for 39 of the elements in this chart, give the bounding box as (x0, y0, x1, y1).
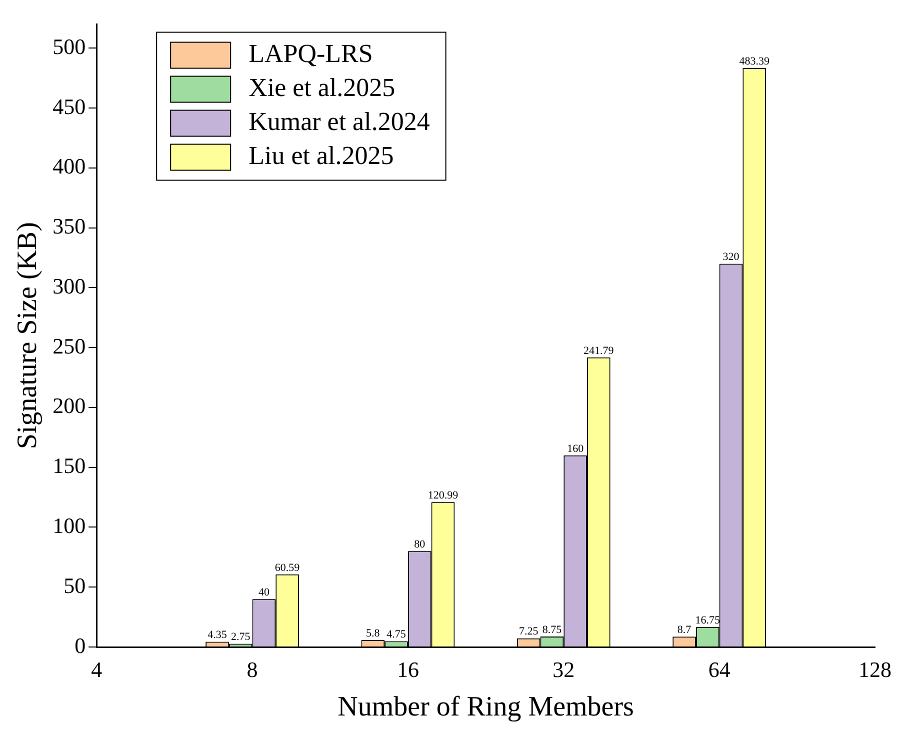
x-tick-label: 64 (708, 656, 730, 682)
data-label: 2.75 (230, 631, 251, 644)
data-label: 320 (722, 251, 740, 264)
y-tick-label: 150 (52, 453, 86, 478)
x-tick-label: 128 (858, 656, 892, 682)
data-label: 5.8 (366, 627, 380, 640)
x-tick-label: 32 (552, 656, 575, 682)
y-tick-label: 250 (52, 333, 86, 358)
y-tick-label: 500 (52, 34, 86, 59)
x-axis-title: Number of Ring Members (338, 692, 634, 723)
data-label: 60.59 (274, 562, 300, 574)
data-label: 7.25 (518, 626, 539, 638)
data-label: 4.35 (208, 629, 228, 642)
legend-label: LAPQ-LRS (248, 39, 373, 68)
data-label: 483.39 (739, 55, 770, 68)
y-tick-label: 0 (74, 632, 86, 658)
y-axis-title: Signature Size (KB) (12, 222, 44, 450)
data-label: 120.99 (428, 489, 459, 502)
y-tick-label: 50 (64, 572, 86, 598)
data-label: 8.75 (542, 624, 562, 636)
x-tick-label: 16 (396, 656, 419, 682)
data-label: 16.75 (695, 614, 721, 626)
y-tick-label: 100 (52, 513, 86, 538)
y-tick-label: 200 (52, 393, 86, 418)
y-tick-label: 300 (52, 273, 86, 298)
legend-label: Liu et al.2025 (248, 141, 394, 170)
y-tick-label: 450 (52, 94, 86, 119)
data-label: 8.7 (677, 624, 692, 636)
x-tick-label: 8 (246, 656, 258, 682)
data-label: 241.79 (584, 344, 614, 357)
y-tick-label: 400 (52, 154, 86, 179)
data-label: 80 (414, 538, 426, 551)
legend-label: Xie et al.2025 (248, 73, 396, 102)
y-tick-label: 350 (52, 214, 86, 239)
x-tick-label: 4 (91, 656, 102, 682)
data-label: 4.75 (386, 628, 406, 641)
data-label: 160 (567, 442, 584, 455)
legend-label: Kumar et al.2024 (248, 107, 430, 136)
data-label: 40 (258, 586, 270, 598)
